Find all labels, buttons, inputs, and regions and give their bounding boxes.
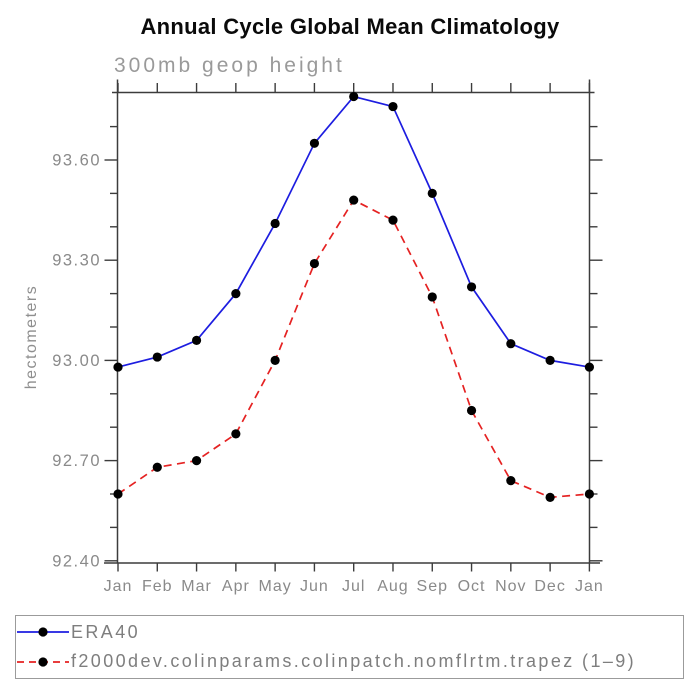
x-tick-label: Jun	[300, 578, 329, 595]
y-tick-label: 92.70	[52, 452, 101, 470]
data-point-marker	[113, 362, 123, 372]
x-tick-label: Jan	[104, 578, 133, 595]
data-point-marker	[545, 355, 555, 365]
x-tick-label: Oct	[458, 578, 486, 595]
data-point-marker	[349, 91, 359, 102]
legend-label: f2000dev.colinparams.colinpatch.nomflrtm…	[71, 651, 637, 672]
data-point-marker	[584, 362, 595, 372]
series-line-era40	[117, 95, 590, 368]
data-point-marker	[270, 218, 280, 229]
legend: ERA40 f2000dev.colinparams.colinpatch.no…	[15, 615, 684, 679]
x-tick-label: Jul	[342, 578, 365, 595]
chart-subtitle: 300mb geop height	[114, 54, 345, 77]
data-point-marker	[388, 101, 398, 112]
legend-line-sample-era40	[17, 627, 69, 637]
x-tick-label: Jan	[575, 578, 604, 595]
x-tick-label: Aug	[377, 578, 408, 595]
data-point-marker	[584, 489, 595, 499]
data-point-marker	[152, 352, 162, 362]
data-point-marker	[309, 258, 320, 269]
data-point-marker	[270, 355, 280, 365]
x-tick-label: Sep	[417, 578, 448, 595]
series-line-f2000dev	[117, 198, 590, 499]
data-point-marker	[427, 292, 437, 302]
data-point-marker	[466, 405, 477, 416]
data-point-marker	[191, 335, 202, 345]
chart-title: Annual Cycle Global Mean Climatology	[140, 14, 560, 39]
legend-label: ERA40	[71, 621, 141, 642]
y-tick-label: 92.40	[52, 552, 101, 570]
data-point-marker	[152, 462, 162, 472]
x-tick-label: Mar	[181, 578, 212, 595]
legend-row: ERA40	[16, 619, 683, 645]
data-point-marker	[466, 282, 477, 292]
y-tick-label: 93.60	[52, 152, 101, 170]
legend-row: f2000dev.colinparams.colinpatch.nomflrtm…	[16, 649, 683, 675]
y-tick-label: 93.30	[52, 252, 101, 270]
legend-marker-dot	[38, 657, 48, 667]
data-point-marker	[545, 492, 555, 502]
x-tick-label: May	[259, 578, 292, 595]
y-tick-label: 93.00	[52, 352, 101, 370]
data-point-marker	[506, 476, 516, 486]
x-tick-label: Feb	[142, 578, 173, 595]
data-point-marker	[349, 195, 359, 205]
data-point-marker	[309, 138, 320, 148]
legend-line-sample-f2000dev	[17, 657, 69, 667]
data-point-marker	[231, 429, 241, 439]
data-point-marker	[427, 188, 437, 198]
data-point-marker	[388, 215, 398, 225]
data-point-marker	[231, 289, 241, 299]
legend-marker-dot	[38, 627, 48, 637]
data-point-marker	[191, 456, 202, 466]
x-tick-label: Apr	[222, 578, 250, 595]
x-tick-label: Dec	[534, 578, 565, 595]
data-point-marker	[113, 489, 123, 499]
data-point-marker	[506, 339, 516, 349]
x-tick-label: Nov	[495, 578, 526, 595]
